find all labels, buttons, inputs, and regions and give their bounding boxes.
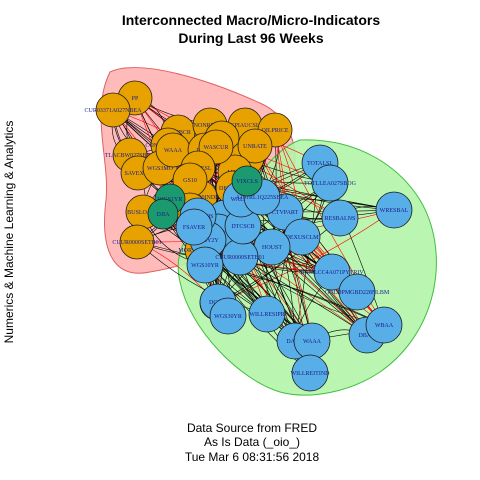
node-label: TLACBW027SBOG	[105, 153, 156, 159]
node-blue: WRESBAL	[375, 191, 413, 229]
node-label: PP	[132, 96, 139, 102]
node-orange: CUR03371A027NBEA	[84, 92, 142, 128]
node-label: WAAA	[303, 339, 322, 345]
node-label: WBAA	[375, 323, 394, 329]
node-circle	[237, 128, 273, 164]
node-label: CUR03371A027NBEA	[84, 108, 142, 114]
node-blue: WILLREITIND	[291, 354, 331, 392]
node-circle	[321, 199, 359, 237]
node-orange: UNRATE	[237, 128, 273, 164]
node-teal: VIXCLS	[231, 165, 263, 197]
node-label: TOTLLEA027SBOG	[304, 181, 357, 187]
node-label: WGS30YR	[214, 314, 242, 320]
node-blue: WGS10YR	[186, 246, 224, 284]
node-label: BUSLOANS	[127, 210, 159, 216]
node-label: UNRATE	[243, 144, 267, 150]
edge	[136, 241, 385, 326]
node-circle	[375, 191, 413, 229]
node-label: DBAA	[358, 333, 376, 339]
node-circle	[291, 354, 329, 392]
side-label: Numerics & Machine Learning & Analytics	[2, 121, 16, 344]
node-blue: BAMLCC4A071PYTRIV	[300, 253, 364, 291]
node-label: WALCL	[231, 197, 252, 203]
node-circle	[338, 273, 376, 311]
node-label: FSAVER	[183, 225, 205, 231]
node-label: WRESBAL	[380, 208, 409, 214]
node-circle	[119, 224, 155, 260]
node-circle	[95, 92, 131, 128]
node-circle	[147, 198, 179, 230]
node-label: DJIA	[157, 212, 171, 218]
node-label: RESBALNS	[325, 216, 356, 222]
node-label: CUUR0000SETB01	[215, 255, 264, 261]
node-label: WILLRESIPR	[249, 312, 284, 318]
node-orange: GS10	[172, 162, 208, 198]
node-label: CUUR0000SETB01	[112, 240, 161, 246]
node-blue: WILLRESIPR	[248, 295, 286, 333]
node-circle	[311, 164, 349, 202]
node-circle	[209, 297, 247, 335]
node-blue: GOLDPMGBD228NLBM	[325, 273, 390, 311]
node-label: WGS3MO	[147, 166, 174, 172]
node-label: BAMLCC4A071PYTRIV	[300, 270, 364, 276]
node-label: WAAA	[164, 148, 183, 154]
node-circle	[365, 306, 403, 344]
node-label: CPIAUCSL	[230, 123, 259, 129]
node-teal: DJIA	[147, 198, 179, 230]
node-label: HOUST	[262, 245, 282, 251]
node-label: WASCUR	[203, 145, 228, 151]
node-blue: RESBALNS	[321, 199, 359, 237]
node-blue: WGS30YR	[209, 297, 247, 335]
node-circle	[186, 246, 224, 284]
node-circle	[248, 295, 286, 333]
node-blue: TOTLLEA027SBOG	[304, 164, 357, 202]
node-label: WILLREITIND	[291, 371, 331, 377]
node-label: WGS10YR	[191, 263, 219, 269]
node-label: DTCSCB	[231, 224, 254, 230]
diagram-title-line-2: During Last 96 Weeks	[178, 30, 323, 46]
node-circle	[313, 253, 351, 291]
node-label: WGS1YR	[158, 197, 183, 203]
footer-source: Data Source from FRED	[187, 421, 317, 435]
node-label: OILPRICE	[262, 128, 289, 134]
diagram-title-line-1: Interconnected Macro/Micro-Indicators	[122, 12, 380, 28]
node-blue: DEXUSCLM	[283, 218, 321, 256]
node-label: CTVPART	[272, 210, 299, 216]
node-label: TOTALSL	[307, 161, 333, 167]
node-blue: FSAVER	[175, 208, 213, 246]
node-label: GOLDPMGBD228NLBM	[325, 290, 390, 296]
node-orange: CUUR0000SETB01	[112, 224, 162, 260]
node-circle	[231, 165, 263, 197]
node-blue: WAAA	[293, 322, 331, 360]
node-circle	[175, 208, 213, 246]
node-label: T10Y2Y	[197, 238, 219, 244]
node-label: A191RL1Q225SBEA	[236, 195, 289, 201]
node-label: DEXUSCLM	[285, 235, 319, 241]
footer-data-note: As Is Data (_oio_)	[204, 435, 300, 449]
node-label: GS10	[183, 178, 197, 184]
node-label: VIXCLS	[236, 179, 258, 185]
node-label: SAVEXNS	[125, 171, 152, 177]
footer-timestamp: Tue Mar 6 08:31:56 2018	[185, 450, 320, 464]
node-layer: PP CUR03371A027NBEA TLACBW027SBOG SAVEXNS BU…	[84, 80, 413, 392]
node-blue: WBAA	[365, 306, 403, 344]
